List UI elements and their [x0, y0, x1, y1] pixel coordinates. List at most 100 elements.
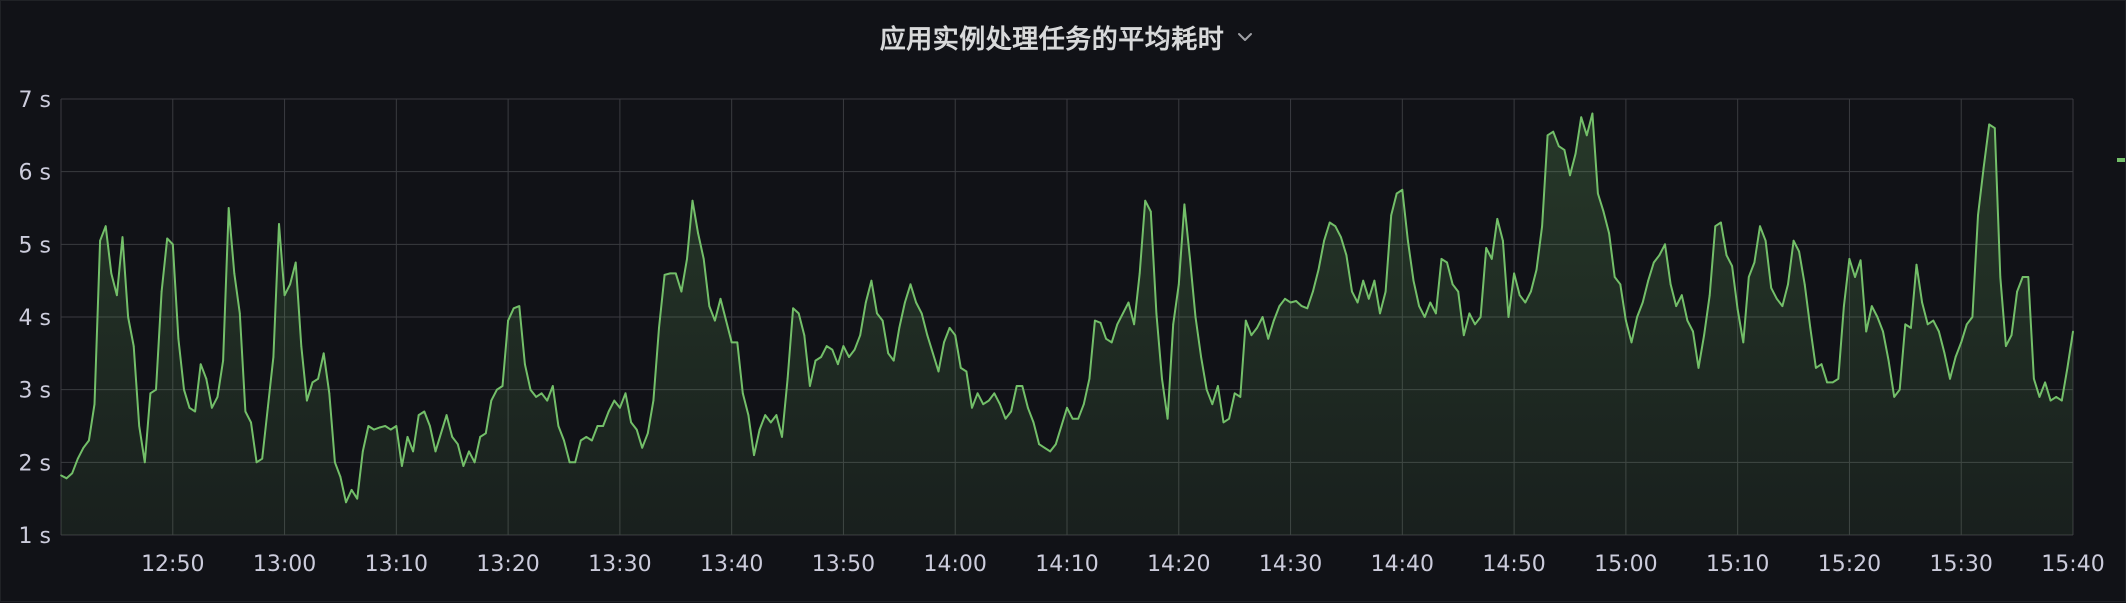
- data-point: [1189, 258, 1191, 260]
- data-point: [1898, 388, 1901, 391]
- data-point: [2016, 290, 2018, 293]
- data-point: [1060, 425, 1063, 427]
- data-point: [1038, 443, 1040, 446]
- data-point: [1306, 307, 1309, 310]
- data-point: [311, 381, 314, 384]
- data-point: [652, 399, 655, 402]
- data-point: [211, 406, 213, 409]
- data-point: [1183, 203, 1186, 206]
- data-point: [479, 436, 482, 438]
- data-point: [1289, 301, 1292, 304]
- data-point: [1071, 417, 1074, 420]
- legend-series-marker[interactable]: [2117, 158, 2125, 162]
- data-point: [1323, 239, 1325, 242]
- data-point: [138, 425, 141, 427]
- data-point: [328, 392, 331, 395]
- data-point: [859, 334, 862, 337]
- data-point: [1032, 421, 1035, 424]
- data-point: [1099, 321, 1102, 324]
- data-point: [753, 454, 755, 456]
- data-point: [1932, 319, 1935, 322]
- x-tick-label: 15:40: [2041, 552, 2104, 577]
- data-point: [1390, 214, 1393, 217]
- data-point: [781, 436, 783, 438]
- x-axis: 12:50 13:00 13:10 13:20 13:30 13:40 13:50 14:00…: [141, 552, 2105, 577]
- data-point: [691, 199, 694, 202]
- data-point: [714, 319, 716, 322]
- data-point: [1379, 312, 1381, 315]
- data-point: [384, 425, 387, 427]
- data-point: [2066, 367, 2069, 369]
- data-point: [596, 425, 599, 427]
- data-point: [803, 334, 806, 337]
- data-point: [2055, 396, 2058, 398]
- data-point: [88, 439, 90, 442]
- data-point: [1384, 290, 1387, 293]
- data-point: [1725, 254, 1728, 257]
- data-point: [199, 363, 202, 366]
- data-point: [1664, 243, 1666, 246]
- data-point: [2060, 399, 2063, 402]
- data-point: [1798, 250, 1800, 253]
- y-tick-label: 3 s: [19, 379, 51, 404]
- data-point: [71, 472, 74, 475]
- data-point: [127, 316, 129, 318]
- data-point: [1831, 381, 1834, 384]
- data-point: [546, 399, 549, 402]
- data-point: [898, 327, 901, 329]
- data-point: [1373, 279, 1376, 282]
- data-point: [1854, 276, 1856, 278]
- data-point: [194, 410, 197, 413]
- panel-title-menu[interactable]: 应用实例处理任务的平均耗时: [880, 19, 1257, 56]
- data-point: [1742, 341, 1745, 344]
- data-point: [1574, 152, 1577, 155]
- data-point: [1066, 406, 1068, 409]
- data-point: [289, 283, 291, 286]
- data-point: [1954, 356, 1957, 358]
- data-point: [1362, 279, 1365, 282]
- data-point: [524, 363, 526, 366]
- data-point: [1803, 283, 1806, 286]
- data-point: [915, 301, 917, 304]
- data-point: [758, 428, 761, 431]
- data-point: [1597, 192, 1599, 195]
- data-point: [1077, 417, 1080, 420]
- data-point: [2005, 345, 2007, 347]
- data-point: [920, 312, 923, 315]
- data-point: [116, 294, 118, 297]
- data-point: [283, 294, 286, 297]
- data-point: [1395, 192, 1398, 195]
- data-point: [1563, 149, 1566, 151]
- data-point: [1295, 300, 1297, 302]
- y-tick-label: 6 s: [19, 161, 51, 186]
- data-point: [1747, 276, 1750, 278]
- data-point: [1652, 261, 1655, 264]
- data-point: [1977, 214, 1979, 217]
- data-point: [1960, 341, 1963, 344]
- data-point: [1446, 261, 1448, 264]
- data-point: [909, 283, 912, 286]
- data-point: [2049, 399, 2052, 402]
- data-point: [1317, 268, 1320, 271]
- data-point: [764, 414, 767, 416]
- data-point: [864, 301, 867, 304]
- data-point: [1334, 225, 1337, 228]
- data-point: [2072, 330, 2074, 333]
- data-point: [356, 497, 359, 500]
- data-point: [462, 465, 465, 467]
- data-point: [1926, 323, 1929, 326]
- data-point: [1915, 263, 1918, 266]
- data-point: [378, 426, 381, 429]
- x-tick-label: 15:30: [1930, 552, 1993, 577]
- data-point: [1882, 330, 1884, 333]
- data-point: [1552, 130, 1555, 133]
- data-point: [1418, 305, 1420, 307]
- x-tick-label: 14:20: [1147, 552, 1210, 577]
- data-point: [842, 345, 845, 347]
- data-point: [322, 352, 325, 355]
- data-point: [1088, 377, 1091, 380]
- data-point: [1267, 337, 1270, 340]
- x-tick-label: 14:10: [1035, 552, 1098, 577]
